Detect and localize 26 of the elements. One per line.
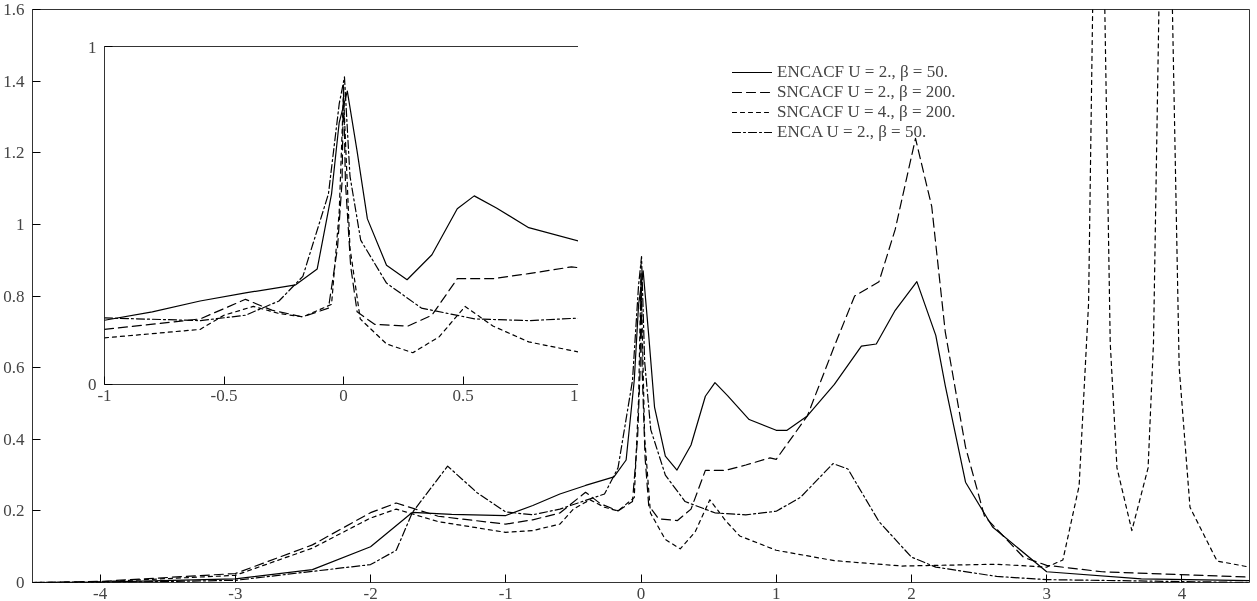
- x-tick-label: -1: [97, 385, 112, 405]
- y-tick-label: 1: [16, 214, 25, 234]
- legend-label: SNCACF U = 4., β = 200.: [777, 102, 956, 122]
- x-tick-label: -4: [93, 583, 108, 601]
- x-tick-label: -1: [498, 583, 513, 601]
- y-tick-label: 0.2: [3, 501, 25, 521]
- x-tick-label: 0.5: [452, 385, 474, 405]
- x-tick-label: -3: [228, 583, 243, 601]
- legend-label: ENCA U = 2., β = 50.: [777, 122, 927, 142]
- legend-label: ENCACF U = 2., β = 50.: [777, 62, 948, 82]
- y-tick-label: 1.6: [3, 0, 25, 19]
- x-tick-label: 4: [1177, 583, 1187, 601]
- x-tick-label: 2: [907, 583, 916, 601]
- x-tick-label: 3: [1042, 583, 1051, 601]
- y-tick-label: 1.2: [3, 143, 25, 163]
- x-tick-label: 1: [771, 583, 781, 601]
- legend-label: SNCACF U = 2., β = 200.: [777, 82, 956, 102]
- y-tick-label: 1.4: [3, 71, 25, 91]
- x-tick-label: -2: [363, 583, 378, 601]
- y-tick-label: 0.6: [3, 358, 25, 378]
- x-tick-label: 1: [570, 385, 579, 405]
- x-tick-label: 0: [339, 385, 348, 405]
- y-tick-label: 0.8: [3, 286, 25, 306]
- y-tick-label: 0.4: [3, 429, 25, 449]
- x-tick-label: 0: [636, 583, 646, 601]
- x-tick-label: -0.5: [210, 385, 238, 405]
